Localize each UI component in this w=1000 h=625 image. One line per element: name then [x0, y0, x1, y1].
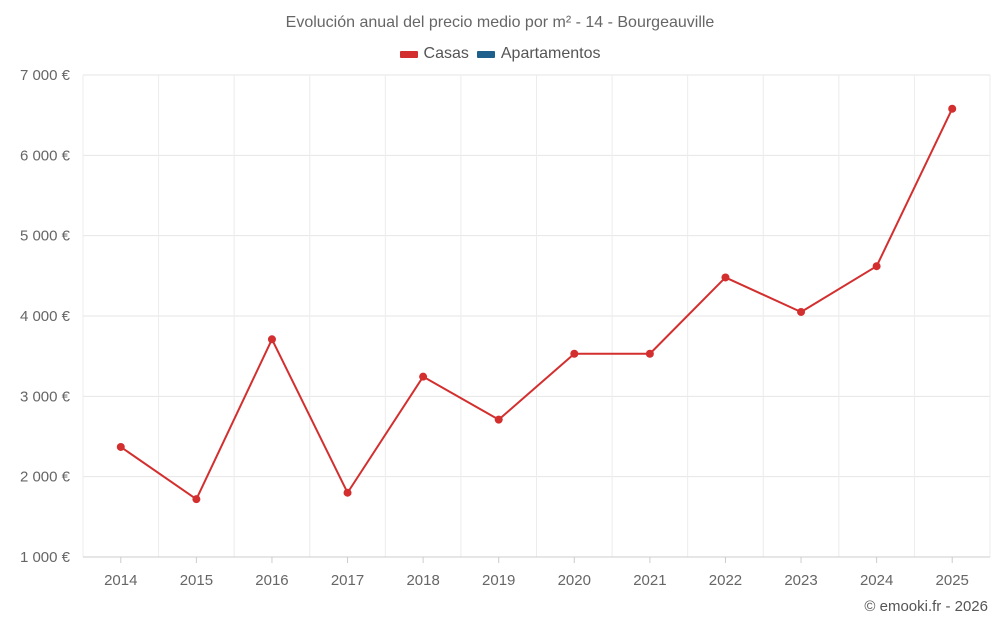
data-point[interactable]: [570, 349, 579, 358]
y-tick-label: 6 000 €: [20, 147, 71, 164]
grid: [82, 74, 991, 558]
y-tick-label: 4 000 €: [20, 308, 71, 325]
data-point[interactable]: [797, 307, 806, 316]
y-tick-label: 2 000 €: [20, 469, 71, 486]
x-tick-label: 2020: [558, 572, 591, 589]
x-tick-label: 2018: [406, 572, 439, 589]
data-point[interactable]: [494, 415, 503, 424]
legend-label-apartamentos: Apartamentos: [500, 45, 601, 62]
x-tick-label: 2022: [709, 572, 742, 589]
legend-label-casas: Casas: [423, 45, 469, 62]
y-tick-label: 7 000 €: [20, 67, 71, 84]
x-axis: 2014 2015 2016 2017 2018 2019 2020 2021 2022 2023…: [83, 556, 990, 589]
series-line-casas: [120, 108, 954, 501]
legend-swatch-casas: [399, 50, 418, 58]
legend-swatch-apartamentos: [476, 50, 495, 58]
data-point[interactable]: [116, 442, 125, 451]
x-tick-label: 2021: [633, 572, 666, 589]
y-tick-label: 3 000 €: [20, 388, 71, 405]
legend-item-apartamentos[interactable]: Apartamentos: [476, 45, 601, 63]
y-axis: 1 000 € 2 000 € 3 000 € 4 000 € 5 000 € 6 000…: [20, 67, 71, 566]
x-tick-label: 2019: [482, 572, 515, 589]
x-tick-label: 2023: [784, 572, 817, 589]
data-point[interactable]: [645, 349, 654, 358]
data-point[interactable]: [721, 273, 730, 282]
legend-item-casas[interactable]: Casas: [399, 45, 469, 63]
credit: © emooki.fr - 2026: [864, 598, 988, 615]
data-point[interactable]: [948, 104, 957, 113]
data-point[interactable]: [872, 262, 881, 271]
y-tick-label: 5 000 €: [20, 228, 71, 245]
x-tick-label: 2017: [331, 572, 364, 589]
y-tick-label: 1 000 €: [20, 549, 71, 566]
data-point[interactable]: [419, 372, 428, 381]
x-tick-label: 2024: [860, 572, 893, 589]
x-tick-label: 2025: [936, 572, 969, 589]
x-tick-label: 2014: [104, 572, 137, 589]
x-tick-label: 2015: [180, 572, 213, 589]
chart-title: Evolución anual del precio medio por m² …: [285, 14, 715, 31]
series-layer: [116, 104, 957, 504]
data-point[interactable]: [267, 335, 276, 344]
legend: Casas Apartamentos: [0, 45, 1000, 63]
data-point[interactable]: [192, 495, 201, 504]
x-tick-label: 2016: [255, 572, 288, 589]
data-point[interactable]: [343, 488, 352, 497]
